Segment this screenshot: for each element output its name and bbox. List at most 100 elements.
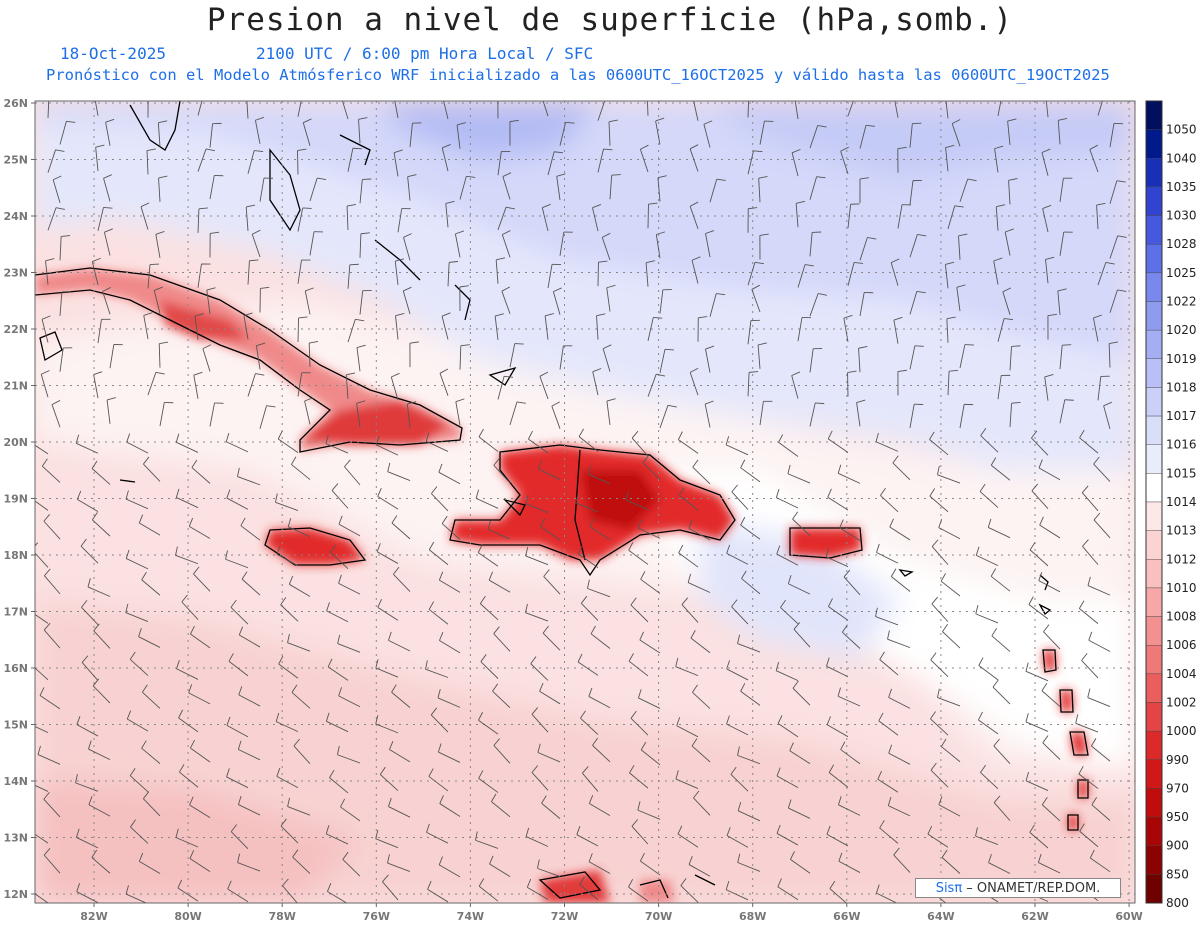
wind-barb (797, 317, 812, 342)
colorbar-swatch (1145, 816, 1163, 846)
colorbar-label: 1015 (1166, 466, 1197, 480)
wind-barb (747, 319, 760, 345)
wind-barb (402, 286, 412, 315)
wind-barb (97, 206, 113, 231)
wind-barb (247, 259, 259, 285)
wind-barb (531, 707, 549, 733)
wind-barb (493, 458, 511, 484)
wind-barb (875, 607, 899, 626)
wind-barb (226, 768, 249, 789)
colorbar-label: 900 (1166, 839, 1189, 853)
wind-barb (297, 207, 312, 232)
wind-barb (52, 175, 62, 203)
wind-barb (787, 464, 811, 484)
wind-barb (740, 516, 761, 540)
wind-barb (608, 119, 618, 146)
wind-barb (293, 738, 311, 765)
wind-barb (1097, 261, 1115, 286)
wind-barb (677, 825, 699, 848)
wind-barb (1029, 542, 1049, 567)
wind-barb (877, 770, 899, 793)
wind-barb (690, 630, 711, 654)
wind-barb (393, 149, 403, 177)
wind-barb (547, 151, 564, 176)
wind-barb (909, 290, 926, 315)
wind-barb (382, 874, 399, 901)
wind-barb (597, 260, 608, 287)
colorbar-label: 1012 (1166, 552, 1197, 566)
wind-barb (255, 342, 266, 370)
wind-barb (809, 124, 827, 149)
wind-barb (847, 262, 864, 286)
wind-barb (1089, 849, 1111, 873)
wind-barb (640, 571, 661, 594)
wind-barb (375, 829, 399, 849)
wind-barb (747, 371, 759, 397)
wind-barb (35, 893, 49, 903)
colorbar-swatch (1145, 759, 1163, 789)
wind-barb (188, 517, 211, 539)
wind-barb (526, 878, 549, 900)
wind-barb (556, 173, 566, 201)
wind-barb (759, 120, 774, 145)
wind-barb (1008, 178, 1018, 205)
wind-barb (492, 683, 511, 708)
wind-barb (588, 687, 611, 709)
colorbar-swatch (1145, 100, 1163, 130)
wind-barb (259, 286, 270, 313)
wind-barb (477, 544, 499, 567)
wind-barb (537, 859, 561, 878)
wind-barb (1109, 235, 1127, 259)
wind-barb (191, 459, 211, 484)
wind-barb (930, 652, 949, 677)
wind-barb (876, 884, 898, 903)
wind-barb (97, 318, 111, 344)
wind-barb (193, 371, 203, 399)
wind-barb (103, 174, 112, 202)
colorbar-swatch (1145, 415, 1163, 445)
wind-barb (337, 634, 361, 653)
colorbar-swatch (1145, 616, 1163, 646)
wind-barb (387, 854, 411, 872)
wind-barb (580, 595, 599, 621)
wind-barb (1045, 101, 1049, 118)
wind-barb (659, 404, 677, 429)
wind-barb (459, 285, 469, 312)
wind-barb (479, 595, 499, 621)
wind-barb (878, 712, 899, 736)
wind-barb (946, 316, 956, 343)
wind-barb (541, 203, 551, 232)
wind-barb (44, 568, 61, 595)
wind-barb (35, 613, 49, 624)
wind-barb (657, 175, 667, 202)
wind-barb (859, 237, 877, 261)
wind-barb (1075, 714, 1099, 733)
wind-barb (747, 101, 750, 118)
wind-barb (675, 770, 699, 789)
lon-label: 78W (268, 910, 295, 923)
wind-barb (725, 880, 749, 901)
wind-barb (430, 707, 449, 733)
wind-barb (41, 458, 61, 483)
wind-barb (377, 598, 399, 621)
wind-barb (740, 683, 761, 706)
wind-barb (407, 174, 417, 201)
wind-barb (342, 851, 361, 877)
wind-barb (887, 630, 911, 649)
wind-barb (740, 459, 761, 483)
wind-barb (189, 796, 211, 818)
wind-barb (829, 880, 848, 903)
wind-barb (141, 571, 161, 596)
wind-barb (758, 175, 768, 203)
wind-barb (552, 287, 562, 315)
wind-barb (639, 144, 649, 173)
wind-barb (937, 465, 961, 484)
wind-barb (441, 515, 461, 540)
wind-barb (406, 401, 417, 428)
wind-barb (747, 150, 763, 175)
wind-barb (438, 463, 461, 485)
wind-barb (525, 827, 549, 847)
wind-barb (391, 684, 411, 708)
wind-barb (637, 801, 661, 820)
colorbar-swatch (1145, 501, 1163, 531)
